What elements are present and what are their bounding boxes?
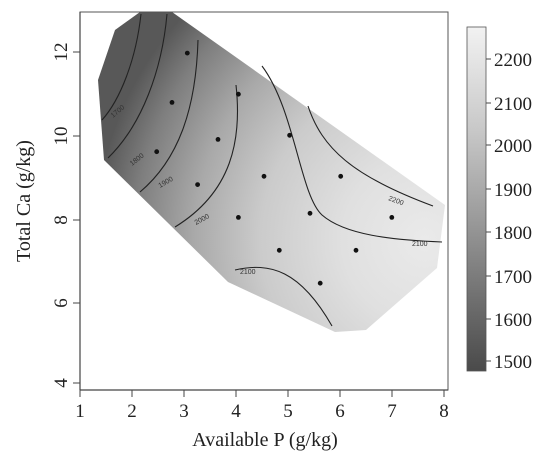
y-tick-label: 8: [51, 215, 72, 225]
y-tick-label: 10: [51, 127, 72, 146]
y-tick-label: 12: [51, 43, 72, 62]
data-points: [154, 50, 395, 286]
response-surface: [98, 12, 445, 332]
data-point: [307, 210, 313, 216]
y-axis-title: Total Ca (g/kg): [13, 140, 35, 262]
data-point: [389, 215, 395, 220]
contour-line-2100-lower: [234, 266, 333, 327]
colorbar-ticks: [486, 58, 491, 362]
colorbar-tick-label: 1800: [494, 223, 532, 244]
data-point: [338, 173, 344, 179]
x-tick-label: 8: [439, 401, 449, 422]
data-point: [215, 137, 221, 142]
colorbar-gradient: [466, 26, 487, 372]
x-tick-label: 4: [231, 401, 241, 422]
contour-line-2100-upper: [261, 65, 443, 243]
x-axis-title: Available P (g/kg): [192, 429, 338, 451]
colorbar-tick-label: 2100: [494, 94, 532, 115]
colorbar-tick-label: 2000: [494, 136, 532, 157]
data-point: [236, 91, 241, 97]
contour-label: 2100: [240, 269, 256, 276]
contour-line-1700: [101, 13, 142, 121]
contour-label: 2100: [412, 241, 428, 248]
data-point: [353, 247, 359, 253]
x-tick-label: 3: [179, 401, 189, 422]
data-point: [261, 173, 267, 179]
contour-line-2200: [307, 105, 434, 207]
x-tick-label: 6: [335, 401, 345, 422]
y-tick-label: 6: [51, 298, 72, 308]
colorbar-tick-label: 1900: [494, 180, 532, 201]
data-point: [154, 149, 160, 155]
y-axis-ticks: [73, 51, 80, 384]
colorbar-tick-label: 2200: [494, 50, 532, 71]
x-tick-label: 2: [127, 401, 137, 422]
data-point: [169, 100, 175, 105]
y-tick-label: 4: [51, 378, 72, 388]
x-axis: 1 2 3 4 5 6 7 8 Available P (g/kg): [75, 389, 449, 451]
colorbar-tick-label: 1600: [494, 310, 532, 331]
data-point: [184, 50, 190, 56]
x-tick-label: 7: [387, 401, 397, 422]
y-axis: 4 6 8 10 12 Total Ca (g/kg): [13, 12, 81, 390]
contour-label: 2200: [387, 195, 404, 207]
contour-line-2000: [174, 84, 239, 228]
data-point: [236, 215, 241, 220]
x-tick-label: 1: [75, 401, 85, 422]
data-point: [276, 247, 282, 253]
colorbar: 1500 1600 1700 1800 1900 2000 2100 2200: [466, 26, 532, 373]
x-axis-ticks: [79, 390, 445, 397]
colorbar-tick-label: 1500: [494, 352, 532, 373]
data-point: [287, 132, 292, 138]
data-point: [195, 182, 201, 188]
contour-line-1900: [139, 39, 199, 193]
data-point: [317, 280, 323, 286]
contour-line-1800: [107, 13, 168, 159]
x-tick-label: 5: [283, 401, 293, 422]
contour-lines: [101, 13, 443, 327]
colorbar-tick-label: 1700: [494, 267, 532, 288]
